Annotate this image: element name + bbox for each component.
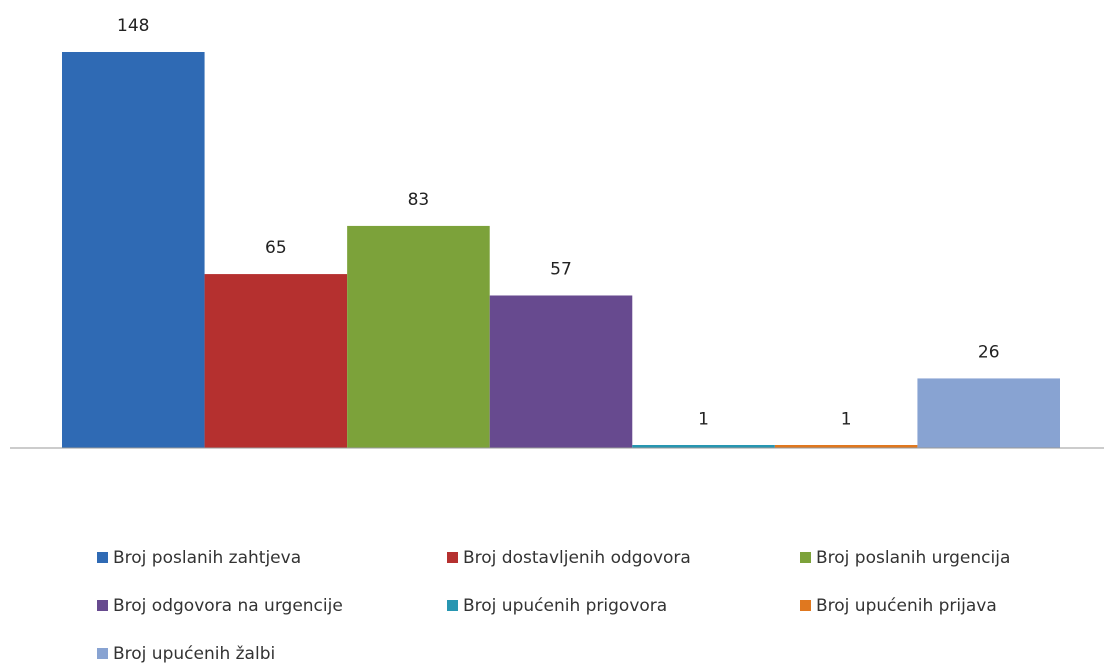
legend-label: Broj upućenih prigovora: [463, 596, 667, 616]
legend-label: Broj poslanih urgencija: [816, 548, 1010, 568]
bar: [62, 52, 205, 448]
legend-label: Broj upućenih žalbi: [113, 644, 275, 664]
legend-label: Broj upućenih prijava: [816, 596, 997, 616]
legend-label: Broj dostavljenih odgovora: [463, 548, 691, 568]
legend-swatch: [97, 648, 108, 659]
bar: [489, 295, 633, 448]
data-label: 57: [550, 259, 572, 279]
legend-swatch: [447, 600, 458, 611]
legend-swatch: [97, 552, 108, 563]
data-label: 83: [408, 190, 430, 210]
legend-label: Broj poslanih zahtjeva: [113, 548, 301, 568]
data-label: 26: [978, 342, 1000, 362]
bar: [204, 274, 348, 448]
legend-swatch: [97, 600, 108, 611]
legend-swatch: [800, 600, 811, 611]
legend-label: Broj odgovora na urgencije: [113, 596, 343, 616]
data-label: 148: [117, 16, 149, 36]
bar: [774, 445, 918, 448]
data-label: 1: [698, 409, 709, 429]
data-label: 65: [265, 238, 287, 258]
bar: [917, 378, 1060, 448]
legend-swatch: [800, 552, 811, 563]
legend-swatch: [447, 552, 458, 563]
data-label: 1: [841, 409, 852, 429]
bar: [347, 225, 490, 448]
bar: [632, 445, 775, 448]
